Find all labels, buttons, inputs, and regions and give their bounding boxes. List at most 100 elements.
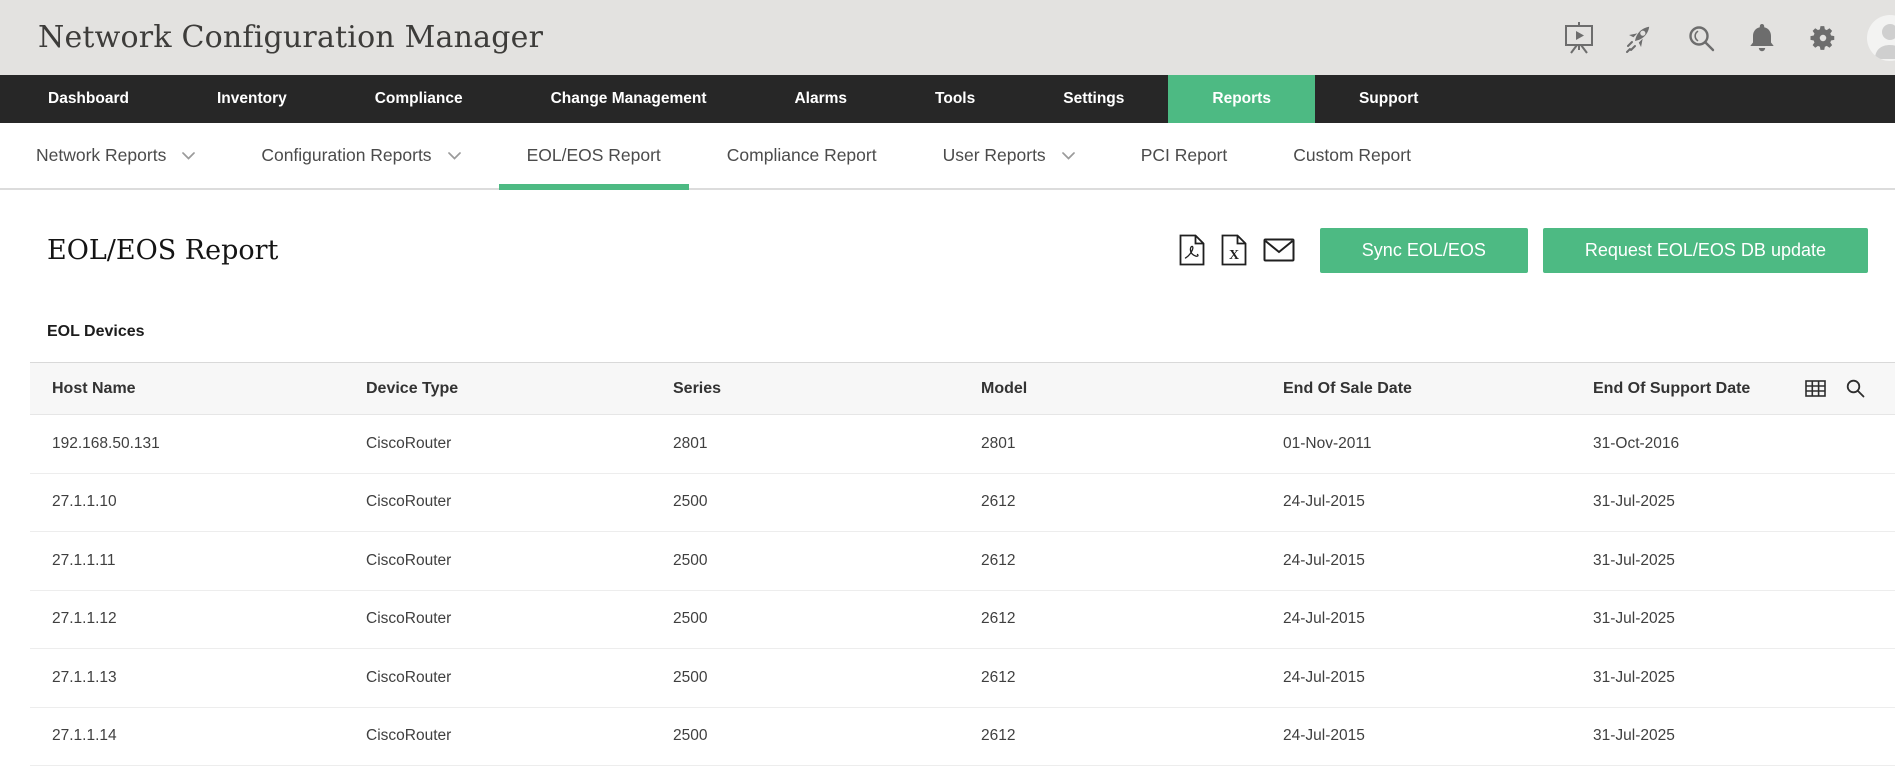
table-row[interactable]: 27.1.1.14 CiscoRouter 2500 2612 24-Jul-2015 3…: [30, 708, 1895, 766]
sync-eol-eos-button[interactable]: Sync EOL/EOS: [1319, 227, 1528, 273]
email-report-icon[interactable]: [1263, 238, 1295, 262]
nav-tab-support[interactable]: Support: [1315, 75, 1462, 123]
top-header-bar: Network Configuration Manager: [0, 0, 1895, 75]
request-eol-eos-db-update-button[interactable]: Request EOL/EOS DB update: [1542, 227, 1868, 273]
reports-subnav: Network Reports Configuration Reports EO…: [0, 123, 1895, 190]
chevron-down-icon: [182, 151, 196, 160]
chevron-down-icon: [1061, 151, 1075, 160]
table-cell: 27.1.1.12: [52, 610, 117, 628]
eol-devices-table: Host Name Device Type Series Model End Of Sa…: [30, 362, 1895, 766]
table-cell: 31-Jul-2025: [1593, 493, 1675, 511]
table-cell: 31-Jul-2025: [1593, 727, 1675, 745]
table-row[interactable]: 27.1.1.10 CiscoRouter 2500 2612 24-Jul-2015 3…: [30, 474, 1895, 532]
table-cell: CiscoRouter: [366, 493, 452, 511]
report-content: EOL/EOS Report X: [0, 226, 1895, 766]
nav-tab-label: Tools: [935, 90, 976, 107]
export-pdf-icon[interactable]: [1179, 234, 1205, 266]
table-cell: 27.1.1.14: [52, 727, 117, 745]
subnav-tab-label: EOL/EOS Report: [526, 145, 661, 165]
subnav-tab-network-reports[interactable]: Network Reports: [8, 123, 223, 188]
table-cell: 31-Jul-2025: [1593, 610, 1675, 628]
table-cell: 2612: [981, 668, 1016, 686]
page-title-row: EOL/EOS Report X: [47, 226, 1868, 274]
export-excel-icon[interactable]: X: [1221, 234, 1247, 266]
table-cell: 2500: [673, 668, 708, 686]
table-cell: CiscoRouter: [366, 434, 452, 452]
header-icon-group: [1562, 14, 1895, 61]
column-header-end-of-support-date: End Of Support Date: [1593, 379, 1751, 397]
table-cell: CiscoRouter: [366, 551, 452, 569]
nav-tab-label: Support: [1358, 90, 1419, 107]
table-row[interactable]: 192.168.50.131 CiscoRouter 2801 2801 01-Nov-…: [30, 415, 1895, 474]
nav-tab-label: Dashboard: [48, 90, 129, 107]
chevron-down-icon: [447, 151, 461, 160]
table-search-icon[interactable]: [1846, 379, 1865, 398]
table-row[interactable]: 27.1.1.12 CiscoRouter 2500 2612 24-Jul-2015 3…: [30, 591, 1895, 649]
nav-tab-compliance[interactable]: Compliance: [331, 75, 507, 123]
table-cell: 31-Jul-2025: [1593, 668, 1675, 686]
table-cell: CiscoRouter: [366, 668, 452, 686]
nav-tab-alarms[interactable]: Alarms: [750, 75, 891, 123]
svg-text:X: X: [1229, 248, 1239, 263]
table-cell: 2500: [673, 493, 708, 511]
table-cell: 192.168.50.131: [52, 434, 160, 452]
table-cell: 27.1.1.11: [52, 551, 116, 569]
app-title: Network Configuration Manager: [38, 20, 544, 55]
subnav-tab-configuration-reports[interactable]: Configuration Reports: [233, 123, 488, 188]
table-cell: 27.1.1.13: [52, 668, 117, 686]
subnav-tab-eol-eos-report[interactable]: EOL/EOS Report: [498, 123, 690, 190]
table-cell: 27.1.1.10: [52, 493, 117, 511]
column-chooser-grid-icon[interactable]: [1805, 380, 1826, 397]
table-section-title: EOL Devices: [47, 323, 145, 340]
table-cell: 2500: [673, 727, 708, 745]
nav-tab-settings[interactable]: Settings: [1019, 75, 1168, 123]
subnav-tab-user-reports[interactable]: User Reports: [915, 123, 1103, 188]
nav-tab-label: Change Management: [550, 90, 707, 107]
column-header-host-name: Host Name: [52, 379, 136, 397]
page-title: EOL/EOS Report: [47, 234, 279, 266]
subnav-tab-label: User Reports: [942, 145, 1046, 165]
nav-tab-label: Inventory: [216, 90, 287, 107]
nav-tab-tools[interactable]: Tools: [891, 75, 1019, 123]
table-cell: CiscoRouter: [366, 727, 452, 745]
subnav-tab-compliance-report[interactable]: Compliance Report: [699, 123, 905, 188]
table-cell: 2612: [981, 493, 1016, 511]
settings-gear-icon[interactable]: [1806, 21, 1840, 55]
main-nav: Dashboard Inventory Compliance Change Ma…: [0, 75, 1895, 123]
table-row[interactable]: 27.1.1.13 CiscoRouter 2500 2612 24-Jul-2015 3…: [30, 649, 1895, 708]
column-header-series: Series: [673, 379, 722, 397]
table-cell: 2612: [981, 610, 1016, 628]
subnav-tab-label: Compliance Report: [726, 145, 877, 165]
table-cell: 31-Jul-2025: [1593, 551, 1675, 569]
table-cell: 01-Nov-2011: [1283, 434, 1372, 452]
subnav-tab-custom-report[interactable]: Custom Report: [1265, 123, 1439, 188]
table-header-row: Host Name Device Type Series Model End Of Sa…: [30, 362, 1895, 415]
table-cell: 31-Oct-2016: [1593, 434, 1680, 452]
table-toolbar: [1805, 363, 1865, 414]
launch-rocket-icon[interactable]: [1623, 21, 1657, 55]
table-row[interactable]: 27.1.1.11 CiscoRouter 2500 2612 24-Jul-2015 3…: [30, 532, 1895, 591]
column-header-model: Model: [981, 379, 1028, 397]
nav-tab-change-management[interactable]: Change Management: [507, 75, 751, 123]
nav-tab-inventory[interactable]: Inventory: [173, 75, 331, 123]
table-cell: 2500: [673, 551, 708, 569]
user-avatar[interactable]: [1867, 14, 1895, 61]
nav-tab-label: Settings: [1063, 90, 1125, 107]
table-cell: 2500: [673, 610, 708, 628]
demo-video-icon[interactable]: [1562, 21, 1596, 55]
subnav-tab-label: Configuration Reports: [261, 145, 432, 165]
table-cell: 24-Jul-2015: [1283, 610, 1365, 628]
notifications-bell-icon[interactable]: [1745, 21, 1779, 55]
table-cell: 2612: [981, 727, 1016, 745]
table-cell: 2801: [673, 434, 708, 452]
export-icon-group: X: [1179, 234, 1295, 266]
global-search-icon[interactable]: [1684, 21, 1718, 55]
nav-tab-reports[interactable]: Reports: [1168, 75, 1315, 123]
nav-tab-dashboard[interactable]: Dashboard: [4, 75, 173, 123]
subnav-tab-label: PCI Report: [1140, 145, 1228, 165]
subnav-tab-label: Custom Report: [1293, 145, 1411, 165]
table-cell: 2801: [981, 434, 1016, 452]
subnav-tab-pci-report[interactable]: PCI Report: [1113, 123, 1256, 188]
nav-tab-label: Alarms: [794, 90, 848, 107]
nav-tab-label: Reports: [1212, 90, 1271, 107]
